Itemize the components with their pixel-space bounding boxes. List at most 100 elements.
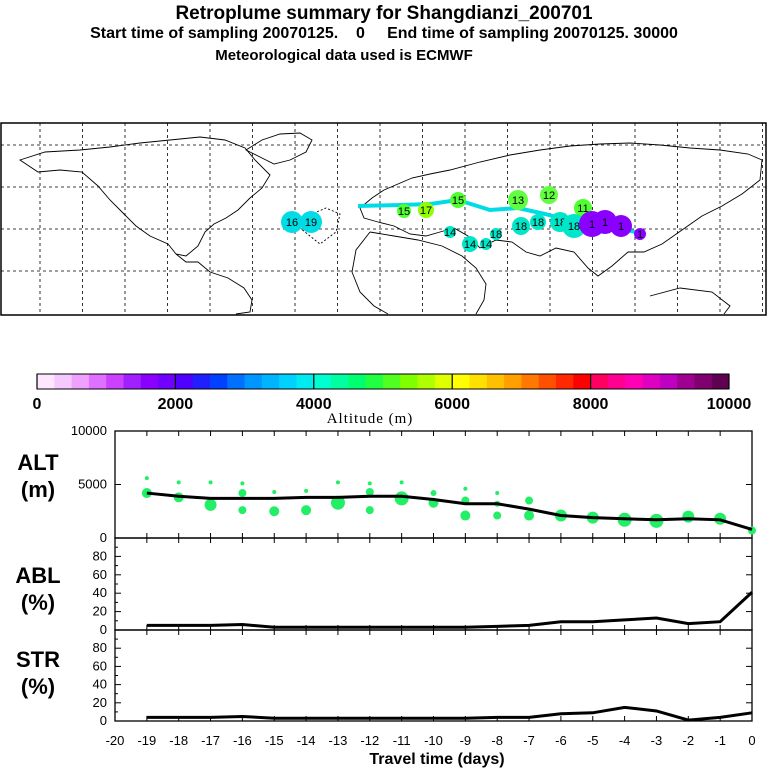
plume-marker — [634, 228, 646, 240]
colorbar-cell — [659, 374, 678, 389]
x-tick-label: -13 — [329, 733, 348, 748]
colorbar-cell — [123, 374, 142, 389]
colorbar-cell — [331, 374, 349, 389]
x-tick-label: -10 — [424, 733, 443, 748]
colorbar-cell — [711, 374, 730, 389]
scatter-point — [301, 505, 312, 516]
colorbar-tick-label: 8000 — [573, 396, 609, 413]
colorbar-cell — [504, 374, 522, 389]
scatter-point — [460, 510, 471, 521]
x-tick-label: -7 — [523, 733, 535, 748]
colorbar-cell — [642, 374, 661, 389]
scatter-point — [525, 496, 534, 505]
panel-label: ALT — [17, 450, 59, 475]
colorbar-cell — [417, 374, 436, 389]
colorbar-cell — [469, 374, 488, 389]
scatter-point — [238, 506, 247, 515]
scatter-point — [430, 490, 437, 497]
y-tick-label: 40 — [93, 585, 107, 600]
y-tick-label: 40 — [93, 677, 107, 692]
colorbar-cell — [694, 374, 713, 389]
plume-marker — [397, 204, 411, 218]
colorbar-cell — [175, 374, 194, 389]
scatter-point — [269, 506, 280, 517]
plume-marker — [508, 190, 528, 210]
plume-marker-label: 15 — [452, 195, 464, 207]
colorbar-tick-label: 4000 — [296, 396, 332, 413]
colorbar-cell — [158, 374, 176, 389]
plume-marker-label: 1 — [589, 219, 595, 231]
colorbar-cell — [313, 374, 332, 389]
x-tick-label: 0 — [748, 733, 755, 748]
y-tick-label: 10000 — [71, 423, 107, 438]
panel-frame — [114, 629, 753, 722]
x-tick-label: -11 — [393, 733, 411, 748]
plume-marker-label: 13 — [512, 195, 524, 207]
plume-marker-label: 11 — [577, 203, 588, 215]
colorbar-cell — [140, 374, 159, 389]
plume-marker-label: 14 — [444, 227, 456, 239]
colorbar-cell — [106, 374, 124, 389]
colorbar-tick-label: 0 — [33, 396, 42, 413]
colorbar-cell — [400, 374, 419, 389]
scatter-point — [493, 511, 502, 520]
colorbar-cell — [590, 374, 609, 389]
panel-unit: (%) — [21, 674, 55, 699]
series-line — [146, 491, 753, 531]
scatter-point — [304, 488, 309, 493]
x-tick-label: -8 — [491, 733, 503, 748]
met-data-label: Meteorological data used is ECMWF — [215, 47, 473, 64]
x-tick-label: -1 — [714, 733, 726, 748]
y-tick-label: 0 — [100, 713, 107, 728]
plume-marker — [418, 202, 434, 218]
colorbar-cell — [227, 374, 246, 389]
scatter-point — [399, 480, 404, 485]
colorbar-cell — [88, 374, 107, 389]
panel-alt: 0 5000 10000 ALT(m) — [17, 423, 756, 545]
colorbar-tick-label: 2000 — [158, 396, 194, 413]
y-tick-label: 0 — [100, 530, 107, 545]
plume-marker — [530, 214, 546, 230]
x-tick-label: -15 — [265, 733, 284, 748]
colorbar-cell — [296, 374, 315, 389]
x-tick-label: -4 — [619, 733, 631, 748]
x-axis-title: Travel time (days) — [369, 751, 504, 768]
colorbar-cell — [192, 374, 211, 389]
x-tick-label: -19 — [137, 733, 156, 748]
plume-marker — [540, 186, 558, 204]
scatter-point — [394, 491, 409, 506]
plume-marker-label: 1 — [602, 217, 608, 229]
colorbar-cell — [521, 374, 540, 389]
x-tick-label: -9 — [460, 733, 472, 748]
plume-marker-label: 18 — [490, 229, 502, 241]
x-tick-label: -18 — [169, 733, 188, 748]
plume-marker-label: 1 — [637, 229, 643, 241]
scatter-point — [365, 506, 374, 515]
plume-marker — [444, 226, 456, 238]
colorbar-axis-label: Altitude (m) — [327, 411, 414, 427]
plume-marker — [490, 228, 502, 240]
scatter-point — [463, 486, 468, 491]
y-tick-label: 60 — [93, 658, 107, 673]
colorbar-cell — [607, 374, 626, 389]
colorbar-cell — [677, 374, 695, 389]
colorbar-cell — [573, 374, 592, 389]
plume-marker-label: 15 — [398, 206, 410, 218]
x-tick-label: -20 — [106, 733, 125, 748]
plume-marker-label: 12 — [543, 190, 555, 202]
plume-marker — [480, 238, 492, 250]
scatter-point — [335, 480, 340, 485]
plume-marker — [462, 236, 478, 252]
plume-marker-label: 18 — [532, 217, 544, 229]
scatter-point — [272, 489, 277, 494]
plume-marker-label: 18 — [515, 221, 527, 233]
x-tick-label: -2 — [683, 733, 695, 748]
plume-marker-label: 18 — [568, 221, 580, 233]
panel-label: ABL — [15, 563, 60, 588]
map-frame — [0, 122, 767, 316]
colorbar-cell — [279, 374, 297, 389]
colorbar-cell — [261, 374, 280, 389]
